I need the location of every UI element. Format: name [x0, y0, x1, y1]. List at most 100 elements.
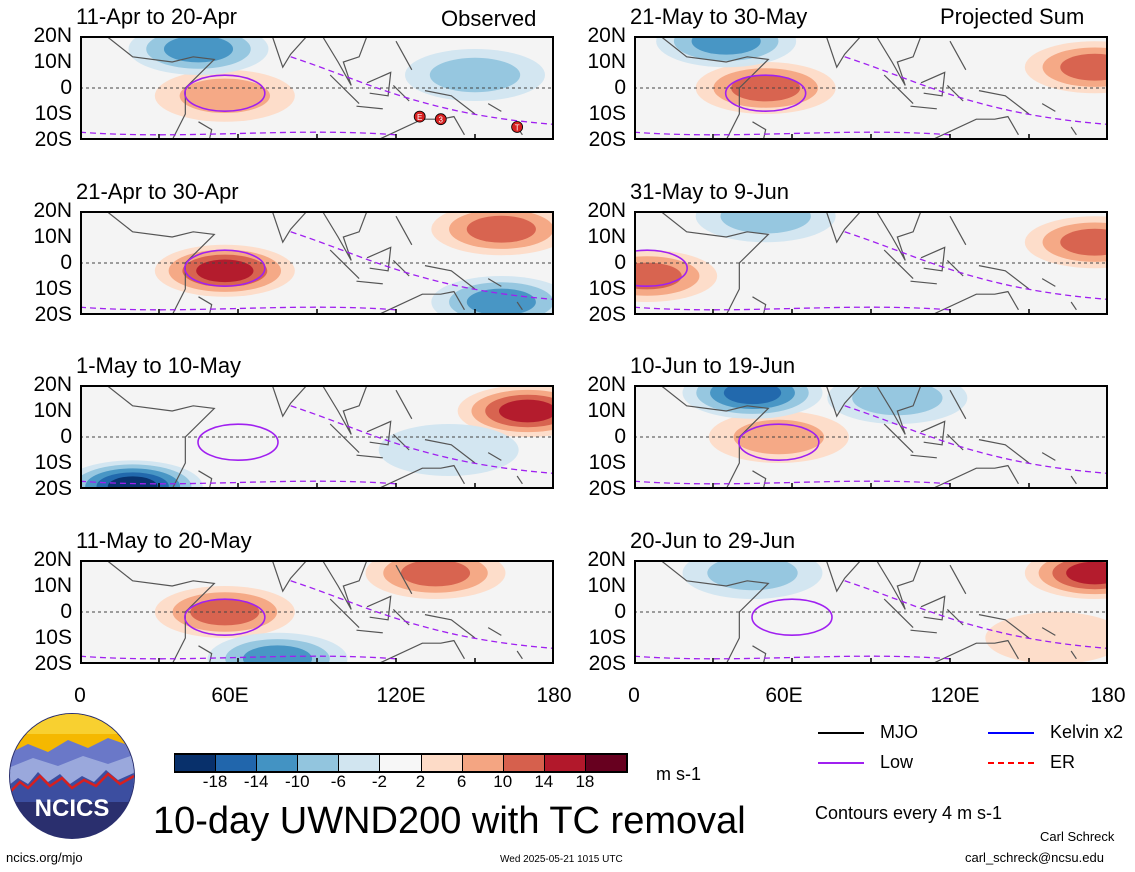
y-tick-label: 20S	[34, 652, 72, 675]
y-tick-label: 0	[60, 425, 72, 448]
panel-title: 31-May to 9-Jun	[630, 179, 789, 204]
coastline	[105, 560, 523, 664]
low-contour	[634, 249, 688, 287]
anomaly-contour	[107, 476, 158, 489]
low-contour	[184, 249, 266, 288]
anomaly-contour	[1060, 228, 1108, 256]
y-tick-label: 10S	[588, 277, 626, 300]
panel-map	[634, 211, 1108, 315]
er-contour	[634, 306, 951, 311]
y-tick-label: 20S	[34, 303, 72, 326]
er-contour	[80, 131, 397, 136]
low-contour	[184, 598, 266, 637]
anomaly-contour	[466, 288, 536, 315]
er-contour	[844, 56, 1108, 126]
storm-marker-label: T	[515, 124, 520, 133]
anomaly-contour	[1066, 561, 1108, 585]
y-tick-label: 20N	[33, 548, 72, 571]
colorbar-swatch	[339, 754, 381, 772]
colorbar-swatch	[462, 754, 504, 772]
er-contour	[80, 306, 397, 311]
anomaly-contour	[1060, 53, 1108, 81]
coastline	[659, 385, 1077, 489]
coastline	[659, 211, 1077, 315]
y-tick-label: 0	[614, 76, 626, 99]
colorbar-swatch	[257, 754, 299, 772]
anomaly-contour	[196, 259, 254, 283]
contour-note: Contours every 4 m s-1	[815, 803, 1003, 823]
website-link[interactable]: ncics.org/mjo	[6, 850, 83, 865]
er-contour	[634, 480, 951, 485]
x-tick-left-180: 180	[536, 684, 572, 707]
y-tick-label: 10N	[587, 574, 626, 597]
figure-title: 10-day UWND200 with TC removal	[153, 800, 746, 842]
panel-title: 1-May to 10-May	[76, 353, 242, 378]
y-tick-label: 20N	[587, 199, 626, 222]
panel-title: 11-Apr to 20-Apr	[76, 4, 238, 29]
y-tick-label: 20N	[587, 548, 626, 571]
y-tick-label: 10N	[587, 399, 626, 422]
colorbar-tick-label: 2	[415, 772, 426, 791]
logo-text: NCICS	[35, 795, 110, 822]
author-name: Carl Schreck	[1040, 829, 1115, 844]
panel-map	[634, 36, 1108, 140]
low-contour	[184, 74, 266, 113]
colorbar-tick-label: 18	[575, 772, 595, 791]
panel-map	[80, 211, 554, 315]
timestamp: Wed 2025-05-21 1015 UTC	[500, 854, 623, 865]
panel-map	[80, 560, 554, 664]
legend-label: Low	[880, 752, 914, 772]
panel-title: 20-Jun to 29-Jun	[630, 528, 796, 553]
projected-header: Projected Sum	[940, 4, 1085, 29]
anomaly-contour	[179, 78, 271, 113]
anomaly-contour	[691, 36, 761, 55]
anomaly-contour	[985, 612, 1108, 664]
coastline	[659, 36, 1077, 140]
legend-line-low	[818, 762, 864, 764]
y-tick-label: 20N	[587, 373, 626, 396]
ncics-logo: NCICS	[9, 713, 135, 839]
legend-line-kelvin-x2	[988, 732, 1034, 734]
er-contour	[290, 580, 554, 650]
x-tick-left-0: 0	[74, 684, 86, 707]
panel-title: 21-Apr to 30-Apr	[76, 179, 239, 204]
panel-map	[80, 385, 554, 489]
x-tick-right-0: 0	[628, 684, 640, 707]
legend-label: Kelvin x2	[1050, 722, 1124, 742]
anomaly-contour	[723, 385, 782, 405]
y-tick-label: 20N	[587, 24, 626, 47]
storm-marker-label: E	[417, 113, 422, 122]
storm-marker: T	[511, 121, 524, 133]
er-contour	[844, 231, 1108, 301]
y-tick-label: 20S	[588, 652, 626, 675]
anomaly-contour	[378, 424, 519, 476]
y-tick-label: 10N	[587, 225, 626, 248]
y-tick-label: 10S	[34, 626, 72, 649]
low-contour	[738, 423, 820, 462]
colorbar-swatch	[421, 754, 463, 772]
er-contour	[844, 580, 1108, 650]
low-contour	[751, 598, 833, 637]
y-tick-label: 0	[60, 600, 72, 623]
y-tick-label: 10N	[33, 574, 72, 597]
er-contour	[80, 480, 397, 485]
y-tick-label: 0	[614, 251, 626, 274]
y-tick-label: 20N	[33, 199, 72, 222]
er-contour	[290, 405, 554, 475]
y-tick-label: 20N	[33, 24, 72, 47]
colorbar-swatch	[298, 754, 340, 772]
colorbar-tick-label: -6	[330, 772, 346, 791]
anomaly-contour	[852, 385, 943, 416]
er-contour	[290, 231, 554, 301]
colorbar	[174, 753, 628, 773]
coastline	[105, 385, 523, 489]
low-contour	[197, 423, 279, 462]
y-tick-label: 10S	[588, 451, 626, 474]
storm-marker-label: 3	[439, 116, 444, 125]
colorbar-tick-label: -2	[371, 772, 388, 791]
colorbar-swatch	[175, 754, 217, 772]
storm-marker: E	[413, 110, 426, 123]
y-tick-label: 0	[614, 425, 626, 448]
y-tick-label: 10N	[33, 225, 72, 248]
y-tick-label: 10N	[33, 50, 72, 73]
